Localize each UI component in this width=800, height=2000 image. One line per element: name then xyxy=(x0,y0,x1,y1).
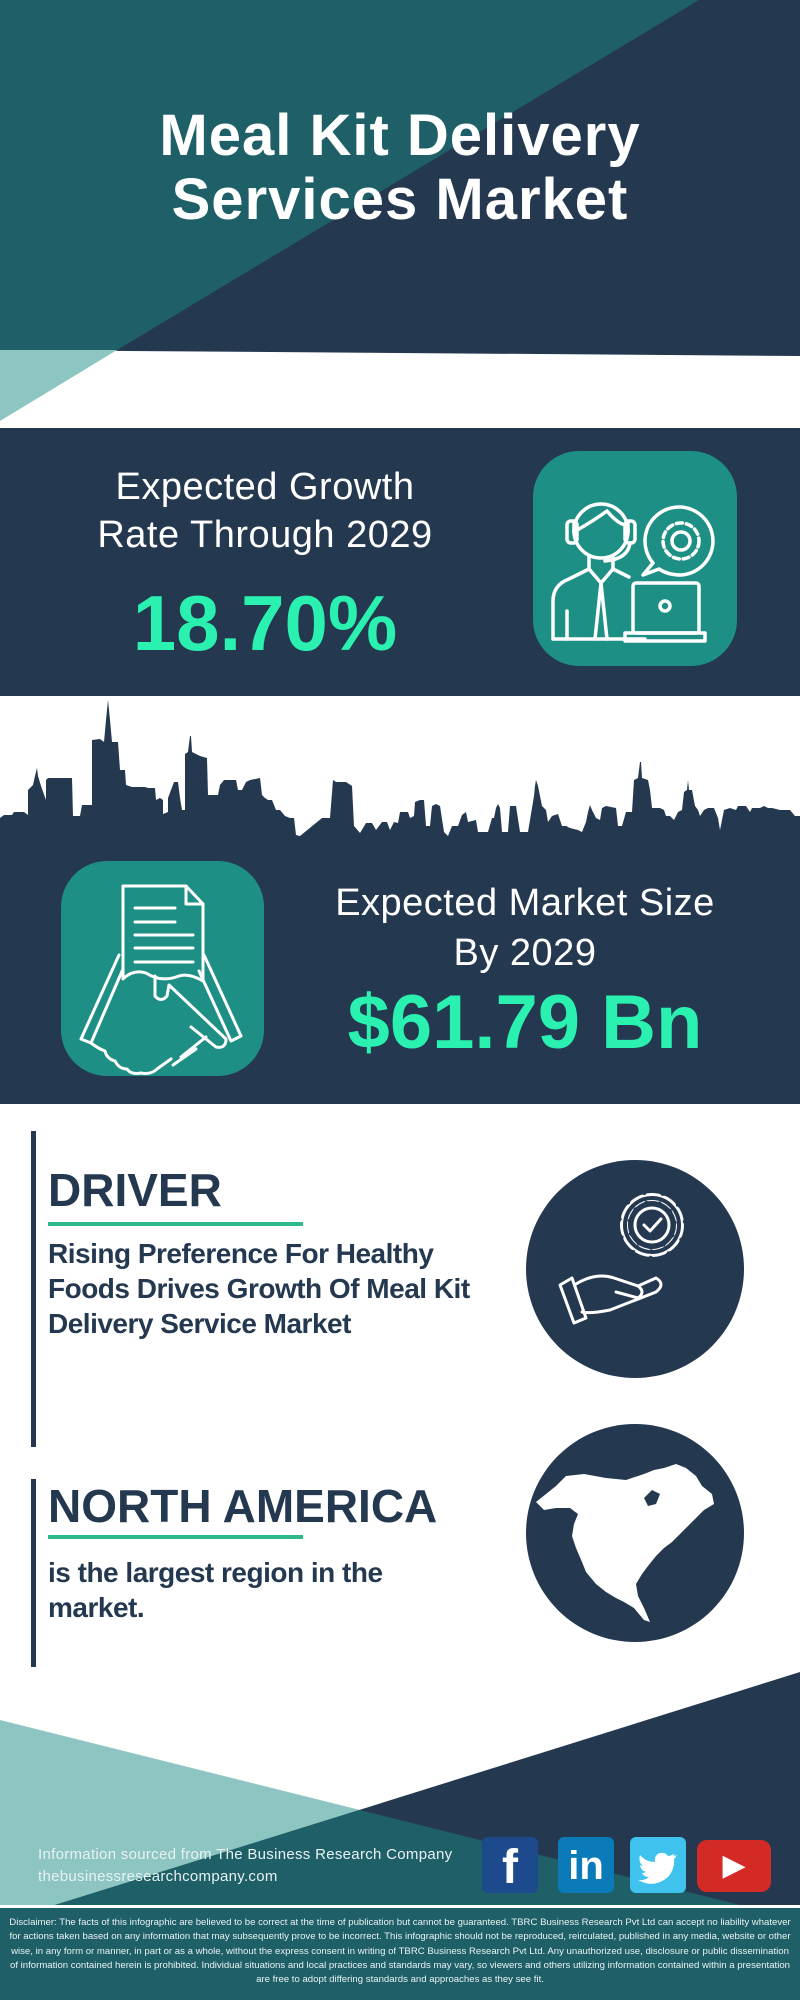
driver-accent-bar xyxy=(31,1131,36,1447)
driver-text: Rising Preference For Healthy Foods Driv… xyxy=(48,1238,470,1339)
growth-rate-value: 18.70% xyxy=(132,579,398,667)
disclaimer-band xyxy=(0,1908,800,2000)
youtube-icon: ▶ xyxy=(722,1849,746,1882)
region-icon-circle xyxy=(526,1424,744,1642)
source-url[interactable]: thebusinessresearchcompany.com xyxy=(38,1868,278,1885)
page-title: Meal Kit Delivery Services Market xyxy=(0,104,800,232)
market-size-icon-box xyxy=(61,861,264,1076)
growth-label-line-1: Expected Growth xyxy=(115,466,415,508)
driver-underline xyxy=(48,1222,303,1226)
handshake-contract-icon xyxy=(79,884,243,1075)
driver-title: DRIVER xyxy=(48,1164,222,1216)
north-america-map-icon xyxy=(536,1464,714,1622)
market-size-value: $61.79 Bn xyxy=(347,980,703,1065)
linkedin-icon: in xyxy=(568,1844,604,1888)
city-skyline xyxy=(0,700,800,845)
disclaimer-divider xyxy=(0,1905,800,1908)
facebook-icon: f xyxy=(502,1841,518,1894)
growth-icon-box xyxy=(533,451,737,666)
market-size-label-line-1: Expected Market Size xyxy=(335,882,715,924)
header-light-teal xyxy=(0,350,117,421)
region-text: is the largest region in the market. xyxy=(48,1557,383,1623)
customer-support-agent-icon xyxy=(551,502,715,643)
driver-icon-circle xyxy=(526,1160,744,1378)
linkedin-button[interactable]: in xyxy=(558,1837,614,1893)
twitter-button[interactable] xyxy=(630,1837,686,1893)
facebook-button[interactable]: f xyxy=(482,1837,538,1894)
header-teal xyxy=(0,0,699,350)
region-title: NORTH AMERICA xyxy=(48,1480,438,1532)
disclaimer-text: Disclaimer: The facts of this infographi… xyxy=(9,1917,791,1986)
growth-label-line-2: Rate Through 2029 xyxy=(97,514,433,556)
youtube-button[interactable]: ▶ xyxy=(697,1840,771,1892)
region-accent-bar xyxy=(31,1479,36,1667)
title-line-2: Services Market xyxy=(171,167,629,232)
growth-label: Expected Growth Rate Through 2029 xyxy=(60,463,470,559)
region-underline xyxy=(48,1535,303,1539)
twitter-icon xyxy=(638,1852,677,1884)
title-line-1: Meal Kit Delivery xyxy=(159,103,641,168)
hand-gear-check-icon xyxy=(558,1193,684,1325)
source-text: Information sourced from The Business Re… xyxy=(38,1846,453,1863)
market-size-label-line-2: By 2029 xyxy=(453,932,597,974)
market-size-label: Expected Market Size By 2029 xyxy=(290,878,760,978)
